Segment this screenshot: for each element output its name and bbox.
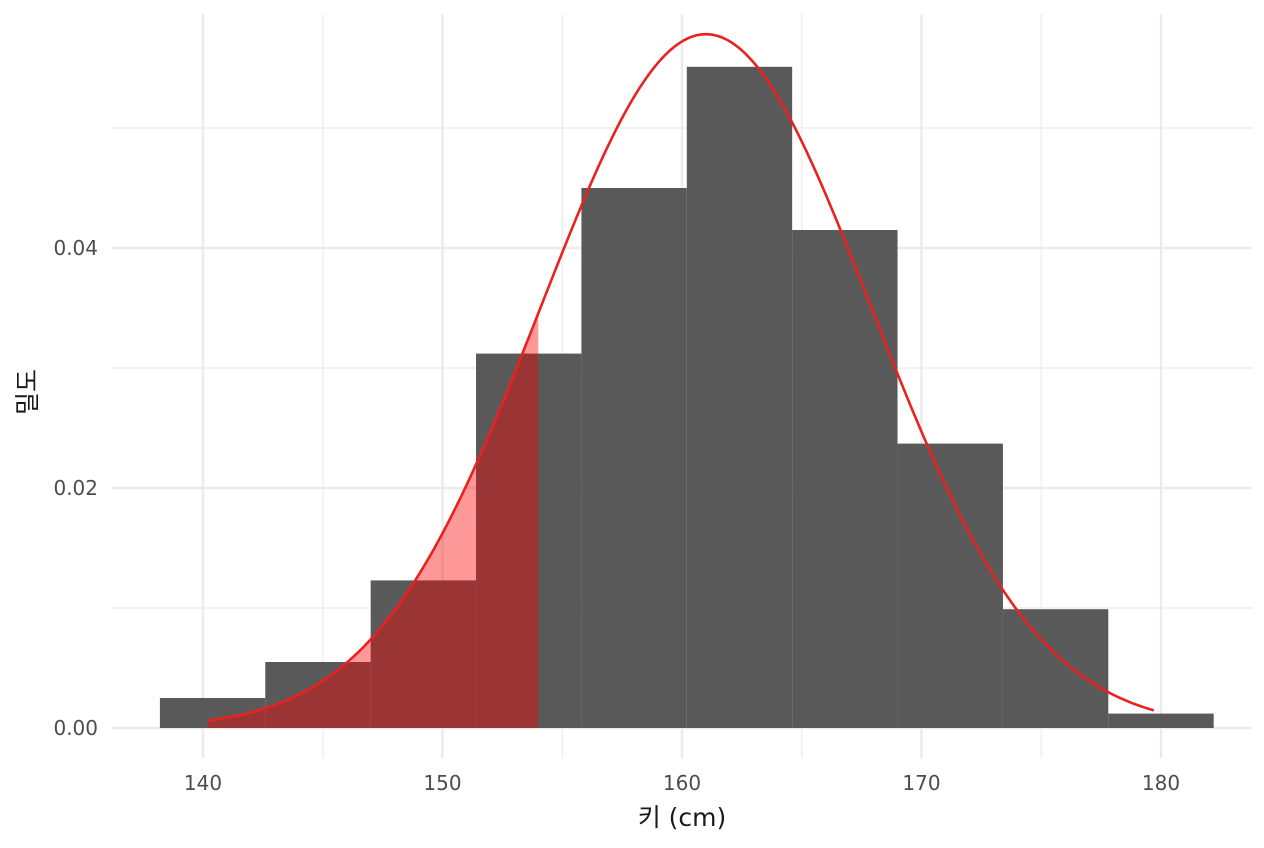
shaded-area bbox=[207, 313, 539, 728]
histogram-bar bbox=[265, 662, 371, 728]
histogram-bar bbox=[897, 443, 1003, 728]
y-tick-label: 0.02 bbox=[53, 476, 98, 500]
density-curve-layer bbox=[207, 32, 1155, 722]
y-axis-ticks: 0.00 0.02 0.04 bbox=[53, 236, 98, 740]
shaded-region bbox=[207, 313, 539, 728]
x-tick-label: 140 bbox=[184, 771, 222, 795]
y-tick-label: 0.00 bbox=[53, 716, 98, 740]
histogram-bar bbox=[1002, 609, 1109, 728]
x-axis-ticks: 140 150 160 170 180 bbox=[184, 771, 1180, 795]
histogram-bar bbox=[792, 230, 898, 728]
histogram-bars bbox=[159, 66, 1214, 729]
x-tick-label: 160 bbox=[663, 771, 701, 795]
x-axis-title: 키 (cm) bbox=[638, 803, 727, 832]
histogram-bar bbox=[686, 66, 793, 729]
x-tick-label: 180 bbox=[1142, 771, 1180, 795]
histogram-bar bbox=[370, 580, 477, 728]
histogram-bar bbox=[581, 188, 687, 728]
x-tick-label: 170 bbox=[902, 771, 940, 795]
y-tick-label: 0.04 bbox=[53, 236, 98, 260]
density-curve bbox=[207, 32, 1155, 722]
y-axis-title: 밀도 bbox=[13, 369, 42, 415]
x-tick-label: 150 bbox=[423, 771, 461, 795]
histogram-bar bbox=[1108, 713, 1214, 728]
histogram-bar bbox=[476, 353, 582, 728]
